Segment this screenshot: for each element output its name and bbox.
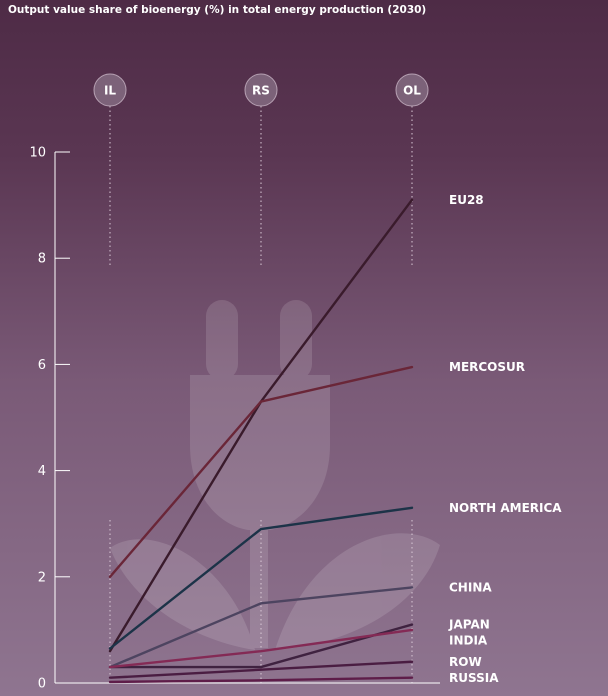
series-label-mercosur: MERCOSUR [449,360,525,374]
series-label-row: ROW [449,655,482,669]
series-line-india [108,628,414,669]
series-lines [108,198,414,684]
series-label-russia: RUSSIA [449,671,499,685]
scenario-label-rs: RS [252,84,270,98]
scenario-label-ol: OL [403,84,421,98]
series-label-japan: JAPAN [448,618,490,632]
scenario-label-il: IL [104,84,116,98]
series-line-japan [108,623,414,669]
scenario-badge-rs [244,73,278,107]
scenario-badge-il [93,73,127,107]
series-line-row [108,660,414,679]
series-line-china [108,586,414,669]
series-label-eu28: EU28 [449,193,484,207]
chart-title: Output value share of bioenergy (%) in t… [8,4,427,16]
plug-leaves-icon [110,300,440,650]
series-label-north-america: NORTH AMERICA [449,501,562,515]
y-tick-label: 8 [38,252,46,267]
series-line-russia [108,676,414,684]
scenario-badge-ol [395,73,429,107]
scenario-guides: IL RS OL [93,73,429,683]
y-tick-label: 10 [29,146,46,161]
series-line-north-america [108,506,414,650]
series-labels: EU28 MERCOSUR NORTH AMERICA CHINA JAPAN INDIA… [448,193,562,685]
y-tick-label: 0 [38,677,46,692]
series-line-mercosur [108,365,414,578]
y-tick-label: 2 [38,570,46,585]
y-tick-label: 4 [38,464,46,479]
series-label-china: CHINA [449,580,492,594]
series-label-india: INDIA [449,634,488,648]
y-tick-label: 6 [38,358,46,373]
